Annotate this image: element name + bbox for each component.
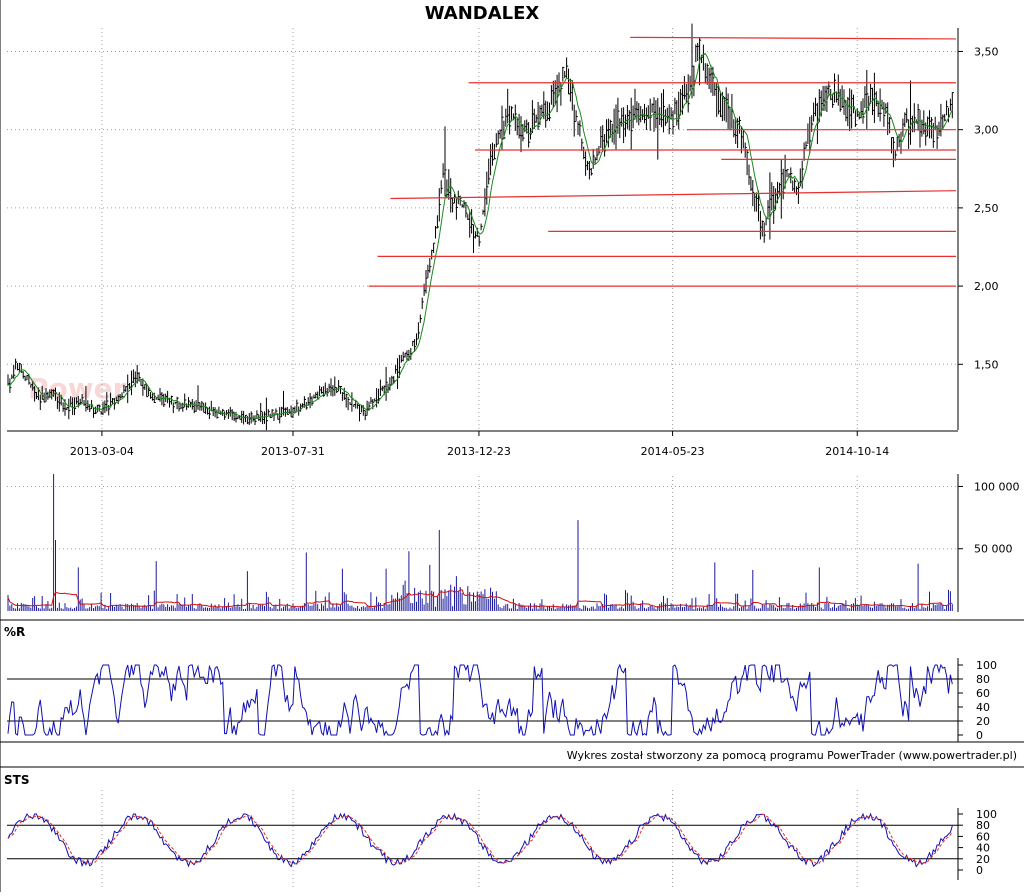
volume-y-tick-label: 50 000 [974,543,1013,556]
x-tick-label: 2013-03-04 [70,445,134,458]
x-tick-label: 2014-05-23 [641,445,705,458]
x-tick-label: 2013-12-23 [447,445,511,458]
williams-y-tick-label: 40 [976,701,990,714]
price-y-tick-label: 2,50 [974,202,999,215]
x-tick-label: 2013-07-31 [261,445,325,458]
credit-text: Wykres został stworzony za pomocą progra… [567,749,1017,762]
price-moving-average [7,52,953,420]
sts-y-tick-label: 80 [976,819,990,832]
sts-d-line [7,814,953,865]
volume-y-tick-label: 100 000 [974,480,1020,493]
williams-y-tick-label: 20 [976,715,990,728]
price-y-tick-label: 2,00 [974,280,999,293]
sts-y-tick-label: 0 [976,864,983,877]
williams-y-tick-label: 60 [976,687,990,700]
williams-y-tick-label: 0 [976,729,983,742]
x-tick-label: 2014-10-14 [825,445,889,458]
support-line [630,36,957,40]
williams-r-line [7,663,953,737]
price-y-tick-label: 1,50 [974,358,999,371]
sts-label: STS [4,773,29,787]
sts-k-line [7,812,953,868]
sts-y-tick-label: 40 [976,842,990,855]
sts-y-tick-label: 60 [976,830,990,843]
support-line [390,190,957,200]
price-y-tick-label: 3,00 [974,124,999,137]
chart-title: WANDALEX [425,3,540,24]
sts-y-tick-label: 20 [976,853,990,866]
price-y-tick-label: 3,50 [974,45,999,58]
sts-y-tick-label: 100 [976,808,997,821]
williams-y-tick-label: 100 [976,659,997,672]
volume-moving-average [7,589,953,608]
williams-y-tick-label: 80 [976,673,990,686]
williams-r-label: %R [4,625,25,639]
watermark: Power [28,372,127,405]
